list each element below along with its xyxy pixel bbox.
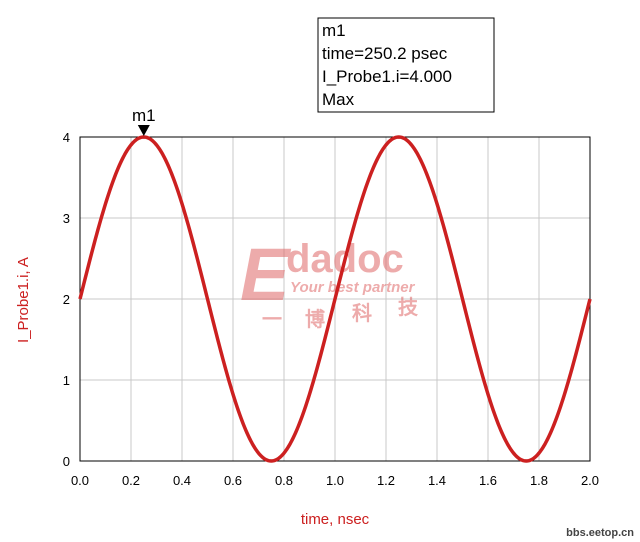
- y-tick-label: 1: [63, 373, 70, 388]
- marker-readout-line-4: Max: [322, 90, 355, 109]
- marker-readout-border: [317, 17, 495, 113]
- y-axis-title: I_Probe1.i, A: [15, 257, 32, 343]
- x-tick-label: 2.0: [581, 473, 599, 488]
- marker-readout-line-1: m1: [322, 21, 346, 40]
- watermark-chinese-3: 科: [352, 301, 372, 325]
- watermark: E dadoc Your best partner 一 博 科 技: [240, 233, 419, 331]
- site-watermark: bbs.eetop.cn: [566, 527, 634, 539]
- watermark-tagline: Your best partner: [290, 279, 416, 296]
- watermark-chinese-2: 博: [305, 307, 325, 331]
- x-tick-label: 1.6: [479, 473, 497, 488]
- x-tick-label: 0.6: [224, 473, 242, 488]
- x-axis-title: time, nsec: [301, 511, 370, 528]
- x-tick-labels: 0.0 0.2 0.4 0.6 0.8 1.0 1.2 1.4 1.6 1.8 2.0: [71, 473, 599, 488]
- x-tick-label: 0.2: [122, 473, 140, 488]
- x-tick-label: 1.0: [326, 473, 344, 488]
- y-tick-label: 4: [63, 130, 70, 145]
- watermark-chinese-1: 一: [262, 309, 282, 331]
- y-tick-label: 0: [63, 454, 70, 469]
- marker-readout-line-3: I_Probe1.i=4.000: [322, 67, 452, 86]
- watermark-chinese-4: 技: [398, 295, 419, 319]
- marker-m1-triangle[interactable]: [137, 125, 150, 136]
- marker-m1-label: m1: [132, 106, 156, 125]
- watermark-logo-initial: E: [240, 233, 292, 316]
- x-tick-label: 0.0: [71, 473, 89, 488]
- marker-readout-box: m1 time=250.2 psec I_Probe1.i=4.000 Max: [317, 17, 495, 113]
- y-tick-labels: 0 1 2 3 4: [63, 130, 70, 469]
- series-line-i-probe1: [78, 135, 592, 463]
- x-tick-label: 0.8: [275, 473, 293, 488]
- marker-readout-line-2: time=250.2 psec: [322, 44, 448, 63]
- x-tick-label: 1.8: [530, 473, 548, 488]
- y-tick-label: 3: [63, 211, 70, 226]
- x-tick-label: 1.2: [377, 473, 395, 488]
- y-tick-label: 2: [63, 292, 70, 307]
- x-tick-label: 0.4: [173, 473, 191, 488]
- x-tick-label: 1.4: [428, 473, 446, 488]
